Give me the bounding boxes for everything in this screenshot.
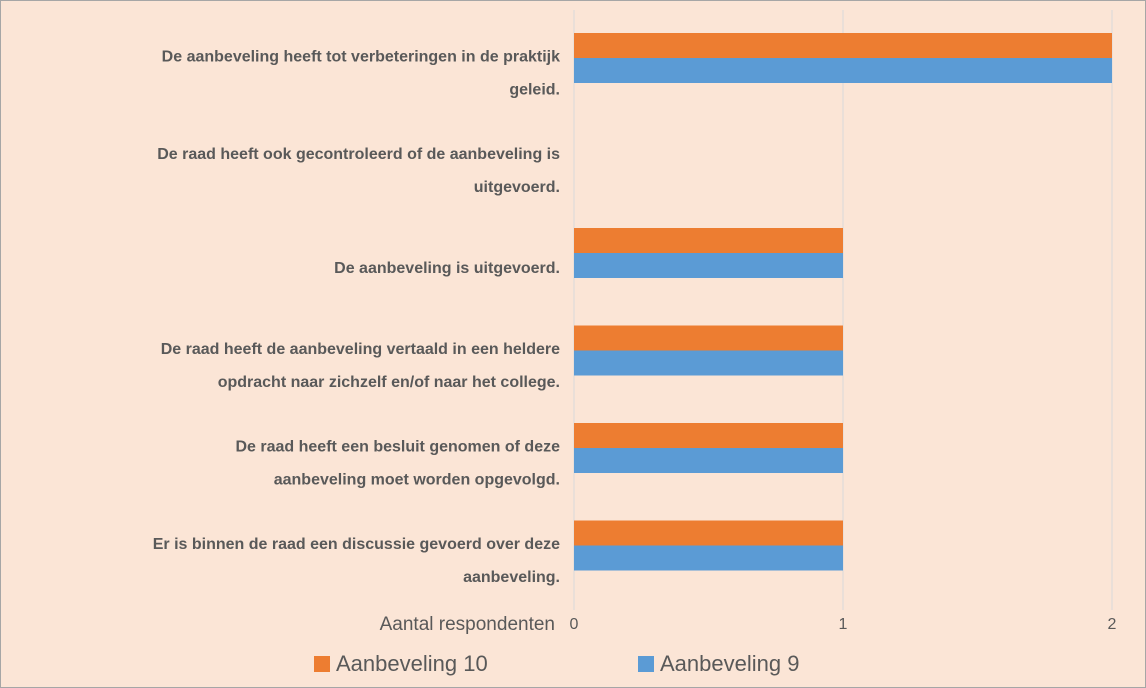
bar <box>574 58 1112 83</box>
y-tick-label: aanbeveling moet worden opgevolgd. <box>274 472 560 489</box>
bar <box>574 325 843 351</box>
y-tick-label: De aanbeveling is uitgevoerd. <box>334 260 560 277</box>
bar <box>574 545 843 571</box>
y-tick-label: De raad heeft een besluit genomen of dez… <box>235 439 560 456</box>
bar <box>574 350 843 376</box>
bar <box>574 520 843 546</box>
legend-swatch <box>638 656 654 672</box>
y-tick-label: opdracht naar zichzelf en/of naar het co… <box>218 374 560 391</box>
x-axis-label: Aantal respondenten <box>380 614 555 635</box>
x-tick-label: 2 <box>1108 616 1117 633</box>
y-tick-label: uitgevoerd. <box>474 179 560 196</box>
y-tick-label: De aanbeveling heeft tot verbeteringen i… <box>162 49 560 66</box>
legend-label: Aanbeveling 9 <box>660 651 799 676</box>
y-tick-label: geleid. <box>509 82 560 99</box>
y-tick-label: Er is binnen de raad een discussie gevoe… <box>153 536 560 553</box>
bar <box>574 253 843 278</box>
y-tick-label: De raad heeft ook gecontroleerd of de aa… <box>157 146 560 163</box>
bar <box>574 448 843 473</box>
y-tick-label: aanbeveling. <box>463 569 560 586</box>
x-tick-label: 1 <box>839 616 848 633</box>
legend-swatch <box>314 656 330 672</box>
bar <box>574 228 843 253</box>
x-tick-label: 0 <box>570 616 579 633</box>
bar <box>574 33 1112 58</box>
y-tick-label: De raad heeft de aanbeveling vertaald in… <box>161 341 560 358</box>
bar <box>574 423 843 448</box>
legend-label: Aanbeveling 10 <box>336 651 488 676</box>
